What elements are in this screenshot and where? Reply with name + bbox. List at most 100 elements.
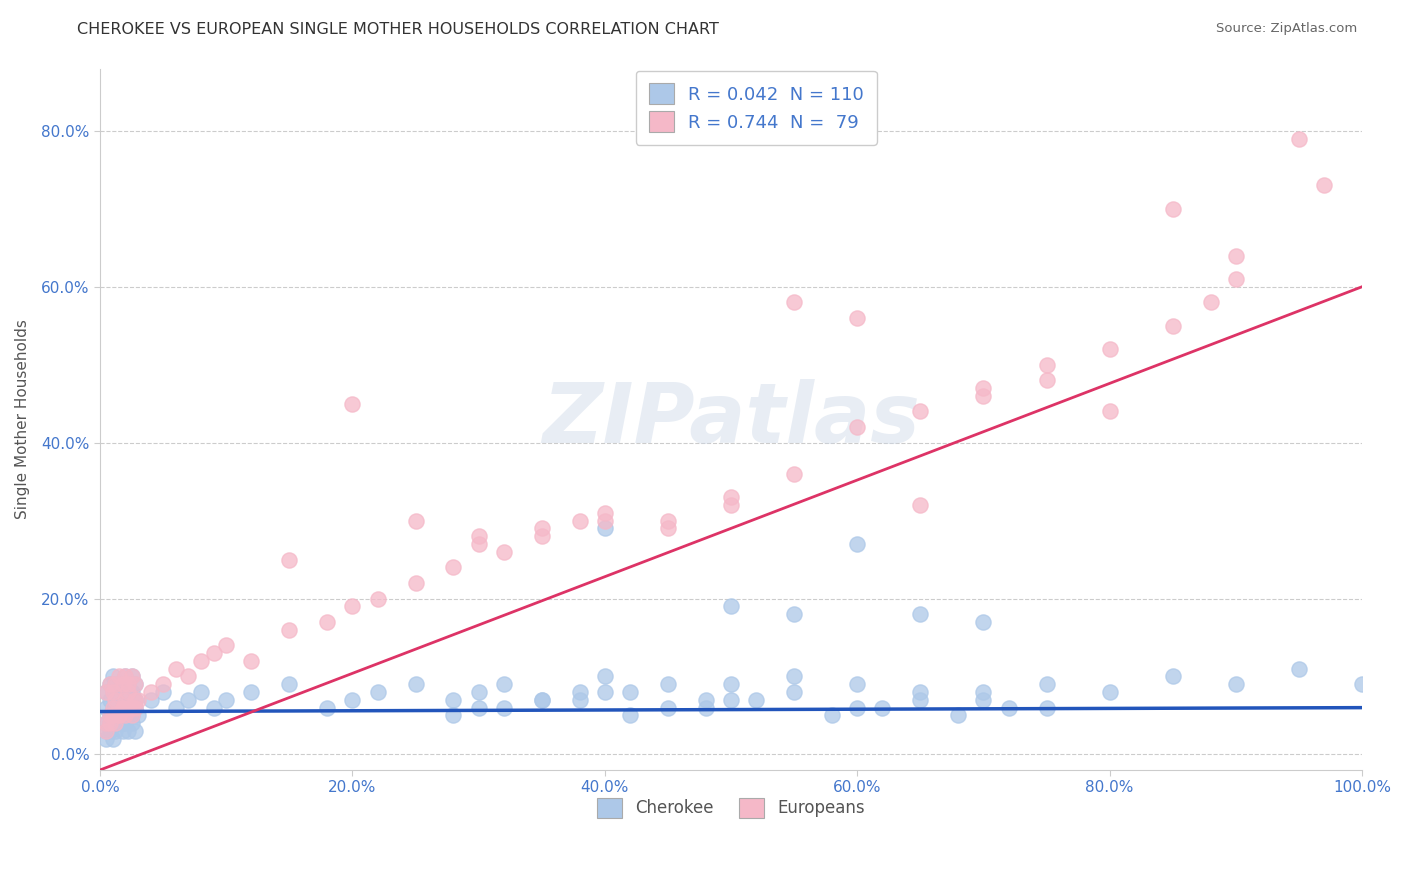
Point (846, 420, 869, 434)
Point (117, 708, 139, 723)
Point (114, 669, 136, 683)
Point (121, 669, 143, 683)
Point (695, 693, 717, 707)
Point (530, 693, 553, 707)
Point (1225, 677, 1247, 691)
Point (121, 708, 143, 723)
Point (342, 599, 364, 614)
Point (997, 700, 1019, 714)
Point (972, 693, 994, 707)
Point (111, 716, 134, 731)
Point (946, 708, 969, 723)
Point (98, 677, 121, 691)
Point (127, 708, 149, 723)
Point (202, 700, 225, 714)
Point (783, 685, 806, 699)
Point (593, 514, 616, 528)
Point (124, 677, 146, 691)
Point (441, 560, 464, 574)
Point (139, 685, 162, 699)
Point (720, 490, 742, 504)
Point (846, 537, 869, 551)
Point (215, 693, 238, 707)
Point (104, 716, 127, 731)
Point (152, 677, 174, 691)
Point (96, 716, 118, 731)
Point (240, 685, 263, 699)
Point (657, 700, 679, 714)
Point (121, 700, 143, 714)
Point (101, 700, 124, 714)
Point (745, 693, 768, 707)
Point (783, 607, 806, 621)
Point (101, 731, 124, 746)
Point (111, 700, 134, 714)
Point (1288, 131, 1310, 145)
Point (114, 708, 136, 723)
Point (1199, 295, 1222, 310)
Point (846, 310, 869, 325)
Point (720, 498, 742, 512)
Point (695, 700, 717, 714)
Point (1098, 404, 1121, 418)
Point (405, 677, 427, 691)
Point (972, 615, 994, 629)
Point (101, 685, 124, 699)
Point (720, 599, 742, 614)
Point (101, 685, 124, 699)
Text: ZIPatlas: ZIPatlas (543, 379, 920, 459)
Point (111, 700, 134, 714)
Point (139, 693, 162, 707)
Point (104, 677, 127, 691)
Point (177, 669, 200, 683)
Point (108, 708, 131, 723)
Point (114, 708, 136, 723)
Point (114, 693, 136, 707)
Point (467, 537, 489, 551)
Point (104, 677, 127, 691)
Point (316, 615, 339, 629)
Point (441, 693, 464, 707)
Point (101, 669, 124, 683)
Point (117, 700, 139, 714)
Point (593, 685, 616, 699)
Point (342, 693, 364, 707)
Point (98, 716, 121, 731)
Point (316, 700, 339, 714)
Point (98, 716, 121, 731)
Point (96, 685, 118, 699)
Point (593, 521, 616, 535)
Point (467, 685, 489, 699)
Point (124, 677, 146, 691)
Point (108, 669, 131, 683)
Point (278, 623, 301, 637)
Point (124, 693, 146, 707)
Point (117, 685, 139, 699)
Point (111, 693, 134, 707)
Point (1161, 669, 1184, 683)
Point (202, 646, 225, 660)
Point (1288, 662, 1310, 676)
Point (568, 514, 591, 528)
Point (441, 708, 464, 723)
Point (190, 654, 212, 668)
Point (1161, 202, 1184, 216)
Point (910, 498, 932, 512)
Point (98, 724, 121, 739)
Point (1035, 358, 1057, 372)
Point (121, 700, 143, 714)
Point (177, 693, 200, 707)
Point (101, 708, 124, 723)
Point (104, 693, 127, 707)
Point (467, 529, 489, 543)
Point (720, 693, 742, 707)
Point (96, 731, 118, 746)
Point (1161, 318, 1184, 333)
Point (124, 693, 146, 707)
Text: Source: ZipAtlas.com: Source: ZipAtlas.com (1216, 22, 1357, 36)
Point (117, 693, 139, 707)
Point (108, 708, 131, 723)
Point (165, 700, 187, 714)
Point (104, 716, 127, 731)
Point (114, 693, 136, 707)
